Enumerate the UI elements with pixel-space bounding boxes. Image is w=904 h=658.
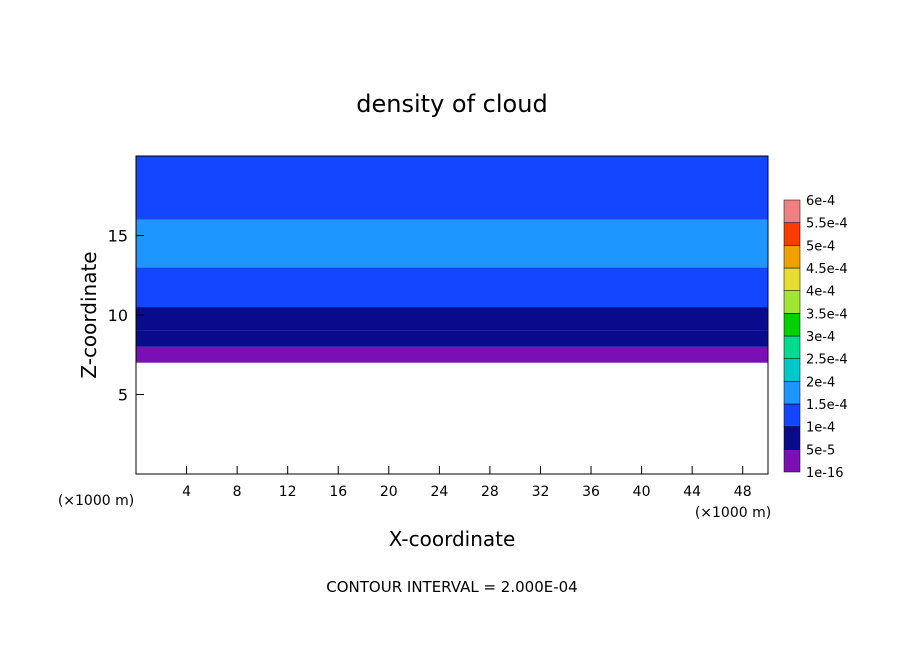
y-tick-label: 5: [118, 386, 128, 405]
x-unit: (×1000 m): [695, 505, 771, 521]
y-axis-label: Z-coordinate: [77, 251, 101, 378]
colorbar-label: 5e-5: [806, 443, 835, 458]
contour-band: [136, 346, 768, 363]
colorbar-label: 3e-4: [806, 330, 835, 345]
colorbar-label: 4e-4: [806, 285, 835, 300]
x-tick-label: 48: [734, 484, 752, 500]
colorbar-box: [783, 313, 801, 337]
x-axis-label: X-coordinate: [389, 527, 516, 551]
contour-band: [136, 330, 768, 347]
x-tick-label: 24: [430, 484, 448, 500]
x-tick-label: 12: [279, 484, 297, 500]
contour-band: [136, 307, 768, 331]
x-tick-label: 16: [329, 484, 347, 500]
colorbar-box: [783, 199, 801, 223]
x-tick-label: 36: [582, 484, 600, 500]
contour-band: [136, 219, 768, 268]
colorbar-label: 3.5e-4: [806, 307, 848, 322]
chart-title: density of cloud: [356, 90, 547, 118]
colorbar-box: [783, 403, 801, 427]
y-unit: (×1000 m): [58, 493, 134, 509]
colorbar-box: [783, 222, 801, 246]
x-tick-label: 44: [683, 484, 701, 500]
colorbar-label: 5e-4: [806, 239, 835, 254]
annotation: CONTOUR INTERVAL = 2.000E-04: [326, 578, 577, 596]
colorbar-label: 6e-4: [806, 194, 835, 209]
colorbar-box: [783, 267, 801, 291]
colorbar-box: [783, 381, 801, 405]
colorbar-box: [783, 358, 801, 382]
x-tick-label: 4: [182, 484, 191, 500]
colorbar-box: [783, 290, 801, 314]
colorbar-label: 5.5e-4: [806, 217, 848, 232]
x-tick-label: 40: [633, 484, 651, 500]
x-tick-label: 8: [233, 484, 242, 500]
colorbar-label: 2.5e-4: [806, 353, 848, 368]
contour-band: [136, 267, 768, 308]
x-tick-label: 28: [481, 484, 499, 500]
colorbar-label: 1e-4: [806, 421, 835, 436]
colorbar-box: [783, 335, 801, 359]
y-tick-label: 10: [108, 306, 128, 325]
contour-band: [136, 156, 768, 220]
colorbar-label: 1e-16: [806, 466, 844, 481]
y-tick-label: 15: [108, 227, 128, 246]
colorbar-box: [783, 449, 801, 473]
colorbar-label: 2e-4: [806, 375, 835, 390]
x-tick-label: 20: [380, 484, 398, 500]
colorbar-box: [783, 245, 801, 269]
colorbar-box: [783, 426, 801, 450]
colorbar-label: 4.5e-4: [806, 262, 848, 277]
x-tick-label: 32: [532, 484, 550, 500]
colorbar-label: 1.5e-4: [806, 398, 848, 413]
